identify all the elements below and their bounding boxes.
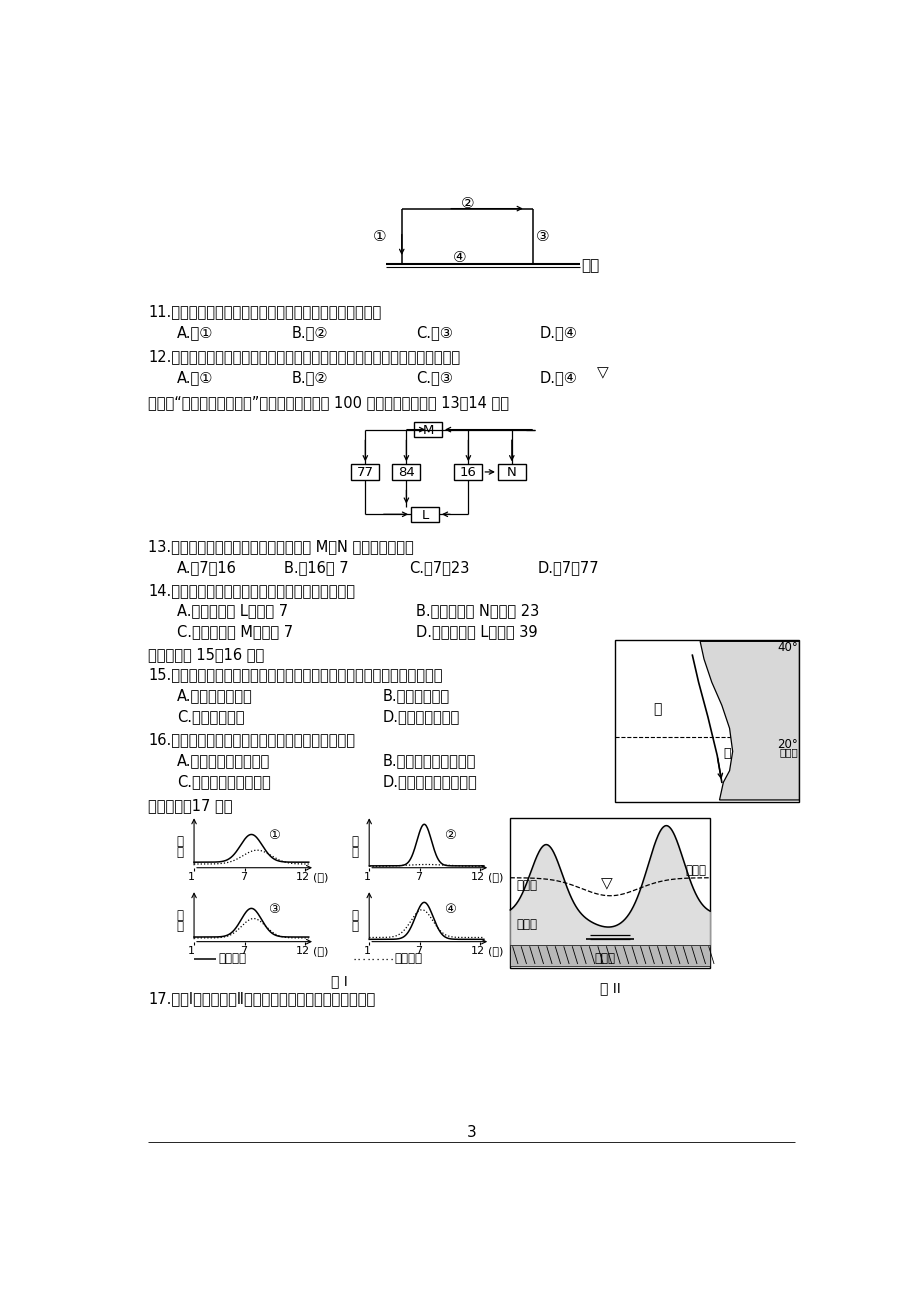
Text: 84: 84 — [398, 466, 414, 479]
Text: ①: ① — [373, 229, 387, 243]
Text: 40°: 40° — [777, 642, 797, 655]
Text: (月): (月) — [487, 872, 503, 883]
Text: 读图，完成 15～16 题。: 读图，完成 15～16 题。 — [148, 647, 265, 663]
Text: 隔水层: 隔水层 — [594, 953, 615, 965]
Bar — [614, 639, 799, 802]
Text: 3: 3 — [466, 1125, 476, 1141]
Text: 20°: 20° — [777, 738, 797, 751]
Text: D.　④: D. ④ — [539, 326, 577, 340]
Text: M: M — [422, 424, 434, 437]
Text: B.。16、 7: B.。16、 7 — [284, 560, 348, 574]
Text: 河流水位: 河流水位 — [219, 952, 246, 965]
Text: 位: 位 — [351, 919, 358, 932]
Text: C.。7、23: C.。7、23 — [409, 560, 470, 574]
Text: 洪水位: 洪水位 — [685, 863, 706, 876]
Text: D.。7。77: D.。7。77 — [537, 560, 598, 574]
Text: A.。7、16: A.。7、16 — [176, 560, 236, 574]
Text: 1: 1 — [363, 872, 370, 883]
Text: B.　径流量为 N，量是 23: B. 径流量为 N，量是 23 — [415, 604, 539, 618]
Text: 含水层: 含水层 — [516, 879, 537, 892]
Text: B.　②: B. ② — [291, 326, 328, 340]
Text: B.　增加了热、湿程度: B. 增加了热、湿程度 — [382, 753, 475, 768]
Bar — [414, 422, 441, 437]
Text: 7: 7 — [240, 947, 247, 956]
Text: 水: 水 — [351, 835, 358, 848]
Text: ②: ② — [460, 197, 474, 211]
Text: D.　④: D. ④ — [539, 370, 577, 385]
Text: 16: 16 — [460, 466, 476, 479]
Text: A.　①: A. ① — [176, 370, 213, 385]
Text: 水: 水 — [351, 909, 358, 922]
Text: 12.　北京奥运会期间实施的人工消云减雨措施是针对哪一环节的干预（　　）: 12. 北京奥运会期间实施的人工消云减雨措施是针对哪一环节的干预（ ） — [148, 349, 460, 365]
Text: 12: 12 — [295, 872, 310, 883]
Text: D.　减轻了冷、湿状况: D. 减轻了冷、湿状况 — [382, 773, 477, 789]
Text: (月): (月) — [312, 872, 328, 883]
Text: 1: 1 — [363, 947, 370, 956]
Text: 7: 7 — [414, 872, 422, 883]
Text: 14.　下列关于径流量的叙述中，正确的是（　　）: 14. 下列关于径流量的叙述中，正确的是（ ） — [148, 583, 355, 598]
Text: ②: ② — [443, 829, 455, 842]
Bar — [510, 818, 709, 967]
Text: 12: 12 — [471, 947, 484, 956]
Text: 流: 流 — [722, 747, 731, 760]
Text: 1: 1 — [188, 872, 195, 883]
Text: ①: ① — [268, 829, 280, 842]
Text: C.　加剧了冷、干程度: C. 加剧了冷、干程度 — [176, 773, 270, 789]
Text: ▽: ▽ — [600, 876, 611, 892]
Polygon shape — [699, 642, 799, 799]
Text: 7: 7 — [414, 947, 422, 956]
Text: 7: 7 — [240, 872, 247, 883]
Text: C.　径流量为 M，量是 7: C. 径流量为 M，量是 7 — [176, 625, 293, 639]
Text: D.　径流量为 L，量是 39: D. 径流量为 L，量是 39 — [415, 625, 537, 639]
Text: C.　非洲西海岸: C. 非洲西海岸 — [176, 710, 244, 724]
Bar — [351, 465, 379, 479]
Text: 位: 位 — [351, 846, 358, 859]
Text: 地下水位: 地下水位 — [393, 952, 422, 965]
Text: A.　南美洲西海岸: A. 南美洲西海岸 — [176, 689, 253, 703]
Text: C.　③: C. ③ — [415, 326, 452, 340]
Text: B.　亚洲东海岸: B. 亚洲东海岸 — [382, 689, 449, 703]
Bar — [497, 465, 525, 479]
Text: 16.　图中洋流对相邻的陆地环境的影响是（　　）: 16. 图中洋流对相邻的陆地环境的影响是（ ） — [148, 732, 355, 747]
Bar — [392, 465, 420, 479]
Text: 地面: 地面 — [581, 258, 599, 273]
Text: 11.　目前，人对水循环各环节中干预最强烈的是（　　）: 11. 目前，人对水循环各环节中干预最强烈的是（ ） — [148, 305, 381, 319]
Bar — [510, 945, 709, 966]
Text: (月): (月) — [487, 947, 503, 956]
Text: 水: 水 — [176, 909, 184, 922]
Text: 17.　图Ⅰ中能反映图Ⅱ中陆地水体相互关系的是（　　）: 17. 图Ⅰ中能反映图Ⅱ中陆地水体相互关系的是（ ） — [148, 991, 375, 1006]
Text: ④: ④ — [443, 902, 455, 915]
Text: 15.　在图中洋流处放一漂流瓶，最有可能先发现漂流瓶的地区是（　　）: 15. 在图中洋流处放一漂流瓶，最有可能先发现漂流瓶的地区是（ ） — [148, 668, 442, 682]
Text: B.　②: B. ② — [291, 370, 328, 385]
Text: 洋: 洋 — [652, 702, 661, 716]
Text: 下图是“全球水循环模式图”，水循环的总量为 100 单位。读图，完成 13～14 题。: 下图是“全球水循环模式图”，水循环的总量为 100 单位。读图，完成 13～14… — [148, 395, 509, 410]
Text: 77: 77 — [357, 466, 373, 479]
Text: L: L — [421, 509, 428, 522]
Text: 水: 水 — [176, 835, 184, 848]
Text: A.　降低了热、干程度: A. 降低了热、干程度 — [176, 753, 270, 768]
Text: 1: 1 — [188, 947, 195, 956]
Text: D.　北美洲西海岸: D. 北美洲西海岸 — [382, 710, 460, 724]
Bar — [411, 506, 438, 522]
Text: ④: ④ — [452, 250, 466, 266]
Text: 枯水位: 枯水位 — [516, 918, 537, 931]
Text: N: N — [506, 466, 516, 479]
Text: 位: 位 — [176, 919, 184, 932]
Text: 回归线: 回归线 — [778, 747, 797, 758]
Text: ③: ③ — [268, 902, 280, 915]
Text: 读图，回筄17 题。: 读图，回筄17 题。 — [148, 798, 233, 814]
Text: 13.　按照全球多年水量平衡规律推算出 M、N 分别为（　　）: 13. 按照全球多年水量平衡规律推算出 M、N 分别为（ ） — [148, 539, 414, 553]
Text: 12: 12 — [471, 872, 484, 883]
Text: 位: 位 — [176, 846, 184, 859]
Text: A.　径流量为 L，量是 7: A. 径流量为 L，量是 7 — [176, 604, 288, 618]
Text: 图 I: 图 I — [330, 974, 347, 988]
Text: 12: 12 — [295, 947, 310, 956]
Text: ③: ③ — [536, 229, 549, 243]
Text: A.　①: A. ① — [176, 326, 213, 340]
Text: ▽: ▽ — [596, 366, 607, 380]
Bar — [454, 465, 482, 479]
Text: C.　③: C. ③ — [415, 370, 452, 385]
Text: 图 II: 图 II — [599, 982, 620, 996]
Text: (月): (月) — [312, 947, 328, 956]
